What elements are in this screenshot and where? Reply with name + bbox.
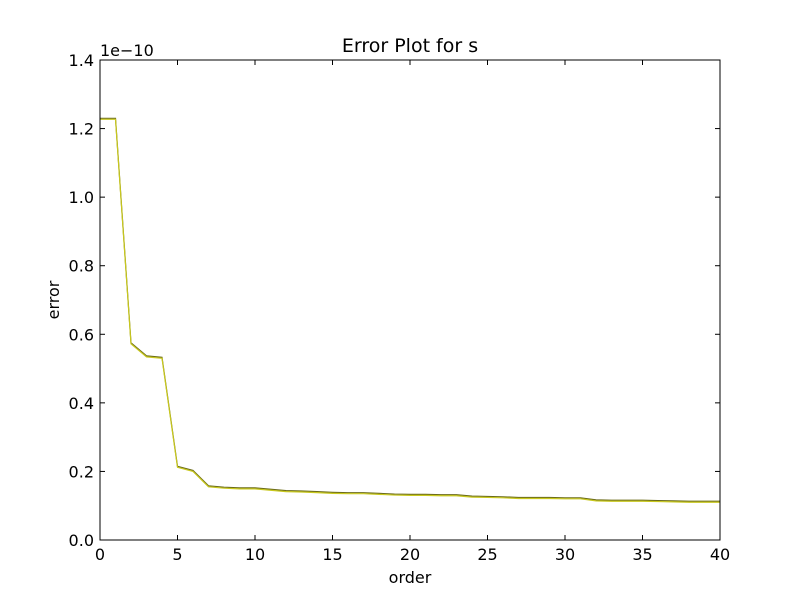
ticks-layer: 0 5 10 15 20 25 30 35 40 0.0 0.2 0.4 0.6 0.8 1.0 1.2 1.4	[69, 51, 731, 564]
y-tick-label: 1.2	[69, 120, 94, 139]
y-tick-label: 0.8	[69, 257, 94, 276]
series-layer	[100, 117, 720, 503]
x-tick-label: 35	[632, 545, 652, 564]
x-tick-label: 10	[245, 545, 265, 564]
series-line-2	[100, 118, 720, 503]
y-tick-label: 0.0	[69, 531, 94, 550]
y-axis-label: error	[44, 280, 63, 319]
y-tick-label: 0.2	[69, 462, 94, 481]
x-tick-label: 20	[400, 545, 420, 564]
x-tick-label: 0	[95, 545, 105, 564]
y-tick-label: 0.4	[69, 394, 94, 413]
y-tick-label: 1.4	[69, 51, 94, 70]
y-tick-label: 1.0	[69, 188, 94, 207]
series-line-1	[100, 117, 720, 502]
y-offset-label: 1e−10	[100, 41, 154, 60]
y-tick-label: 0.6	[69, 325, 94, 344]
x-tick-label: 25	[477, 545, 497, 564]
x-axis-label: order	[389, 568, 432, 587]
plot-frame	[99, 59, 721, 541]
x-tick-label: 30	[555, 545, 575, 564]
x-tick-label: 15	[322, 545, 342, 564]
x-tick-label: 40	[710, 545, 730, 564]
chart-title: Error Plot for s	[342, 35, 478, 57]
x-tick-label: 5	[172, 545, 182, 564]
